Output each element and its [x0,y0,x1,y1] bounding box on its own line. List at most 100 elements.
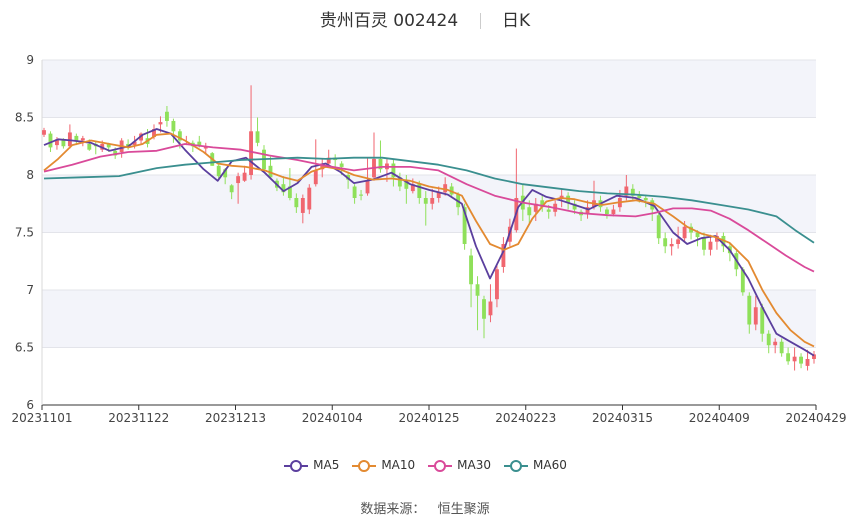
candle-body [585,207,590,215]
grid-band [42,60,816,118]
candle-body [216,165,221,177]
candle-body [812,354,816,359]
x-tick-label: 20231122 [108,411,169,425]
candle-body [268,165,273,178]
candle-body [158,122,163,125]
candle-body [443,184,448,193]
candle-body [67,132,72,147]
candle-body [55,139,59,146]
y-tick-label: 8 [26,168,34,182]
candle-body [430,198,435,204]
legend-item-ma60[interactable]: MA60 [503,458,567,473]
candle-body [287,186,292,198]
candle-body [48,133,53,148]
candle-body [397,177,402,187]
legend-item-ma10[interactable]: MA10 [351,458,415,473]
legend-item-ma5[interactable]: MA5 [283,458,339,473]
candle-body [126,143,131,147]
candle-body [792,356,797,362]
candle-body [80,138,85,141]
candle-body [365,180,370,194]
chart-legend: MA5 MA10 MA30 MA60 [0,458,850,473]
candle-body [61,140,66,147]
candle-body [766,333,771,346]
candle-body [404,180,409,189]
candle-body [605,209,609,215]
candle-body [229,185,234,193]
candle-body [410,184,415,192]
y-tick-label: 8.5 [15,111,34,125]
legend-item-ma30[interactable]: MA30 [427,458,491,473]
candle-body [624,186,629,196]
candle-body [423,198,428,204]
grid-band [42,175,816,233]
candle-body [294,198,299,208]
candle-body [74,135,79,141]
source-value: 恒生聚源 [437,502,490,517]
candle-body [695,232,700,238]
candle-body [656,215,661,239]
stock-name: 贵州百灵 002424 [319,11,459,31]
candle-body [249,131,253,175]
candle-body [417,184,422,198]
candle-body [540,200,545,208]
candle-body [106,143,111,148]
candle-body [669,244,674,247]
candle-body [171,120,176,132]
candle-body [559,195,564,198]
candle-body [462,207,467,244]
candle-body [501,244,506,267]
candle-body [326,157,331,164]
source-label: 数据来源： [360,502,426,517]
ma-line-ma30 [43,143,815,273]
candle-body [352,186,357,198]
legend-label: MA60 [533,458,567,473]
candle-body [469,255,473,285]
x-tick-label: 20240125 [398,411,459,425]
candle-body [682,226,687,239]
x-tick-label: 20240223 [495,411,556,425]
x-tick-label: 20231101 [11,411,72,425]
candle-body [223,169,228,178]
candle-body [313,170,318,185]
data-source: 数据来源： 恒生聚源 [0,498,850,517]
candle-body [799,356,803,364]
candle-body [786,353,791,362]
candle-body [753,307,758,325]
candle-body [339,163,344,167]
candle-body [177,131,182,141]
ma-line-ma60 [43,156,815,244]
candle-body [359,194,363,196]
candle-body [475,284,480,296]
candle-body [307,187,312,210]
candle-body [391,163,396,178]
candle-body [708,241,713,250]
candle-body [242,172,247,181]
title-divider [479,13,481,29]
candle-body [715,235,719,242]
x-tick-label: 20240315 [592,411,653,425]
candle-body [773,341,778,346]
period-label[interactable]: 日K [501,11,531,31]
chart-title: 贵州百灵 002424 日K [0,6,850,31]
candle-body [113,150,118,156]
candle-body [87,143,92,150]
candle-body [533,203,538,212]
legend-marker-icon [428,459,453,472]
candle-body [630,188,635,196]
candle-body [760,307,765,334]
y-tick-label: 6 [26,398,34,412]
candle-body [611,209,616,215]
candle-body [779,341,784,354]
candle-body [637,195,642,198]
candle-body [165,111,169,121]
candle-body [805,359,810,366]
candle-body [197,141,202,146]
x-tick-label: 20240409 [689,411,750,425]
candle-body [747,295,752,325]
candle-body [702,237,706,250]
y-tick-label: 6.5 [15,341,34,355]
candle-body [527,207,532,216]
candle-body [482,299,486,319]
ma-line-ma5 [43,128,815,357]
